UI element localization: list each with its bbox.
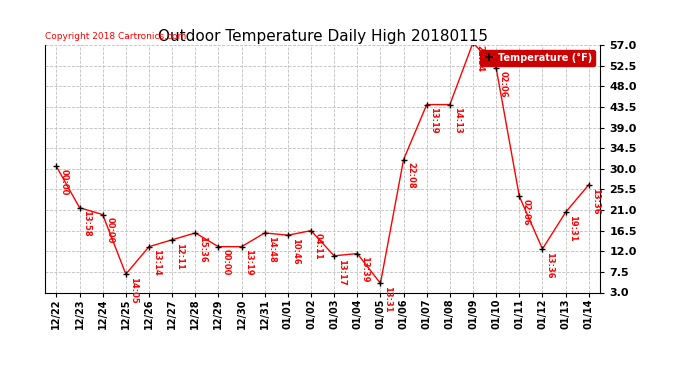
Title: Outdoor Temperature Daily High 20180115: Outdoor Temperature Daily High 20180115 <box>157 29 488 44</box>
Text: 22:54: 22:54 <box>476 45 485 72</box>
Text: 13:19: 13:19 <box>244 249 253 276</box>
Text: 04:11: 04:11 <box>314 233 323 260</box>
Text: 02:06: 02:06 <box>522 199 531 226</box>
Text: 02:06: 02:06 <box>499 71 508 98</box>
Text: 13:14: 13:14 <box>152 249 161 276</box>
Text: 19:31: 19:31 <box>569 215 578 242</box>
Text: 13:36: 13:36 <box>545 252 554 278</box>
Text: 00:00: 00:00 <box>221 249 230 276</box>
Text: 13:17: 13:17 <box>337 259 346 285</box>
Text: 13:19: 13:19 <box>429 107 439 134</box>
Legend: Temperature (°F): Temperature (°F) <box>480 50 595 66</box>
Text: 13:36: 13:36 <box>591 188 600 214</box>
Text: 13:31: 13:31 <box>383 286 392 313</box>
Text: 00:00: 00:00 <box>59 169 68 196</box>
Text: 14:48: 14:48 <box>268 236 277 262</box>
Text: Copyright 2018 Cartronics.com: Copyright 2018 Cartronics.com <box>45 32 186 41</box>
Text: 14:13: 14:13 <box>453 107 462 134</box>
Text: 14:05: 14:05 <box>128 277 137 304</box>
Text: 15:36: 15:36 <box>198 236 207 262</box>
Text: 13:39: 13:39 <box>360 256 369 283</box>
Text: 13:58: 13:58 <box>82 210 91 237</box>
Text: 12:11: 12:11 <box>175 243 184 270</box>
Text: 10:46: 10:46 <box>290 238 299 265</box>
Text: 22:08: 22:08 <box>406 162 415 189</box>
Text: 00:00: 00:00 <box>106 217 115 244</box>
